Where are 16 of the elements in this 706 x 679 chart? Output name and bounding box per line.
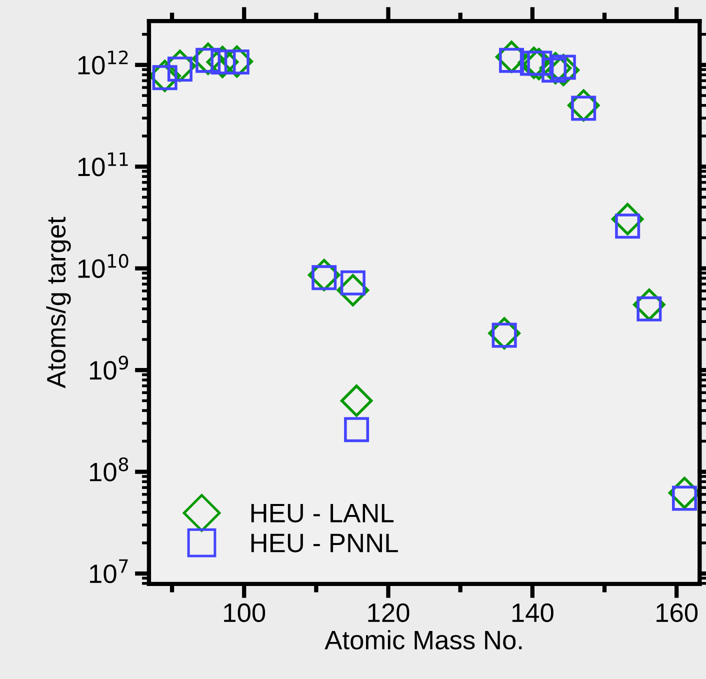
legend-label: HEU - LANL (251, 504, 394, 522)
y-tick-label: 10$^{12}$ (78, 50, 128, 75)
y-tick-label: 10$^{11}$ (78, 152, 128, 176)
x-tick-label: 120 (368, 603, 410, 622)
x-tick-label: 160 (656, 603, 698, 622)
legend-label: HEU - PNNL (251, 534, 398, 552)
x-tick-label: 140 (512, 603, 554, 622)
y-tick-label: 10$^{9}$ (90, 356, 128, 380)
y-tick-label: 10$^{7}$ (90, 559, 128, 584)
y-axis-title: Atoms/g target (46, 216, 71, 388)
y-tick-label: 10$^{10}$ (78, 254, 128, 278)
point (344, 417, 370, 442)
x-tick-label: 100 (224, 603, 266, 622)
x-axis-title: Atomic Mass No. (324, 630, 522, 650)
y-tick-label: 10$^{8}$ (90, 457, 128, 482)
point (340, 384, 373, 417)
